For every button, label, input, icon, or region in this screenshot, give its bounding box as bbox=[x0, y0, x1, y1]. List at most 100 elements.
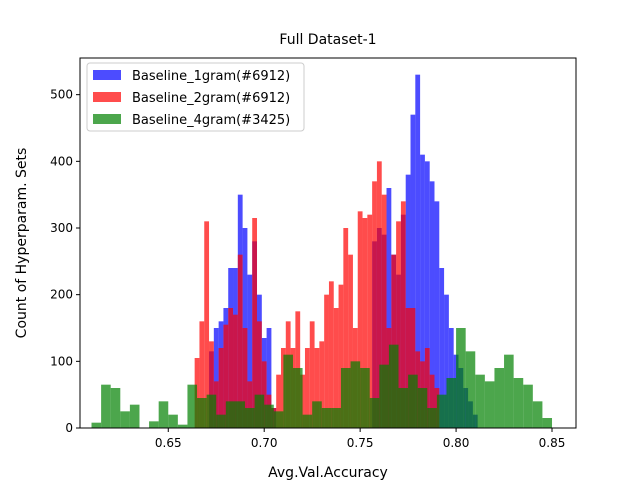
bar-baseline-2gram-6912 bbox=[429, 374, 435, 428]
bar-baseline-1gram-6912 bbox=[410, 114, 416, 429]
x-tick-label: 0.80 bbox=[443, 436, 470, 450]
bar-baseline-2gram-6912 bbox=[333, 308, 339, 428]
bar-baseline-4gram-3425 bbox=[206, 394, 217, 428]
y-tick-label: 100 bbox=[50, 354, 73, 368]
bar-baseline-2gram-6912 bbox=[367, 214, 373, 428]
bar-baseline-4gram-3425 bbox=[465, 351, 476, 428]
bar-baseline-4gram-3425 bbox=[302, 414, 313, 428]
y-tick-label: 200 bbox=[50, 288, 73, 302]
bar-baseline-2gram-6912 bbox=[223, 324, 229, 428]
bar-baseline-4gram-3425 bbox=[177, 424, 188, 428]
bar-baseline-1gram-6912 bbox=[429, 181, 435, 428]
bar-baseline-2gram-6912 bbox=[233, 314, 238, 428]
bar-baseline-4gram-3425 bbox=[225, 401, 236, 428]
bar-baseline-2gram-6912 bbox=[261, 361, 267, 428]
bar-baseline-4gram-3425 bbox=[110, 388, 121, 428]
bar-baseline-4gram-3425 bbox=[350, 361, 361, 428]
bar-baseline-4gram-3425 bbox=[408, 374, 418, 428]
bar-baseline-4gram-3425 bbox=[475, 374, 485, 428]
bar-baseline-1gram-6912 bbox=[415, 74, 421, 429]
bar-baseline-1gram-6912 bbox=[444, 294, 449, 428]
bar-baseline-4gram-3425 bbox=[91, 422, 102, 428]
bar-baseline-1gram-6912 bbox=[439, 268, 445, 428]
bar-baseline-4gram-3425 bbox=[129, 404, 140, 428]
bar-baseline-4gram-3425 bbox=[197, 398, 207, 428]
bar-baseline-2gram-6912 bbox=[376, 161, 382, 429]
y-tick-label: 500 bbox=[50, 88, 73, 102]
bar-baseline-2gram-6912 bbox=[372, 181, 377, 428]
legend-label-baseline-1gram-6912: Baseline_1gram(#6912) bbox=[132, 69, 290, 84]
bar-baseline-2gram-6912 bbox=[257, 321, 262, 428]
bar-baseline-2gram-6912 bbox=[391, 254, 397, 428]
bar-baseline-2gram-6912 bbox=[328, 281, 334, 428]
legend-swatch-baseline-1gram-6912 bbox=[93, 70, 121, 80]
bar-baseline-2gram-6912 bbox=[204, 221, 210, 428]
y-tick-label: 400 bbox=[50, 154, 73, 168]
bar-baseline-2gram-6912 bbox=[405, 308, 411, 428]
bar-baseline-2gram-6912 bbox=[396, 221, 401, 428]
bar-baseline-4gram-3425 bbox=[283, 354, 293, 428]
bar-baseline-4gram-3425 bbox=[379, 364, 389, 428]
bar-baseline-1gram-6912 bbox=[386, 188, 392, 428]
bar-baseline-4gram-3425 bbox=[360, 368, 370, 428]
bar-baseline-2gram-6912 bbox=[276, 374, 281, 428]
y-axis: 0 100 200 300 400 500 bbox=[50, 88, 80, 435]
bar-baseline-4gram-3425 bbox=[388, 344, 399, 428]
bar-baseline-1gram-6912 bbox=[213, 328, 219, 428]
bar-baseline-4gram-3425 bbox=[168, 414, 178, 428]
legend-swatch-baseline-2gram-6912 bbox=[93, 92, 121, 102]
x-axis-label: Avg.Val.Accuracy bbox=[268, 465, 388, 480]
x-tick-label: 0.85 bbox=[539, 436, 566, 450]
bar-baseline-4gram-3425 bbox=[427, 408, 437, 428]
bar-baseline-2gram-6912 bbox=[348, 254, 353, 428]
bar-baseline-4gram-3425 bbox=[264, 404, 274, 428]
bars-group bbox=[91, 74, 553, 429]
bar-baseline-2gram-6912 bbox=[304, 348, 310, 428]
bar-baseline-2gram-6912 bbox=[228, 308, 234, 428]
bar-baseline-2gram-6912 bbox=[242, 328, 248, 428]
legend-label-baseline-4gram-3425: Baseline_4gram(#3425) bbox=[132, 113, 290, 128]
legend: Baseline_1gram(#6912) Baseline_2gram(#691… bbox=[86, 62, 305, 132]
bar-baseline-2gram-6912 bbox=[218, 348, 224, 428]
y-axis-label: Count of Hyperparam. Sets bbox=[14, 148, 30, 339]
bar-baseline-2gram-6912 bbox=[400, 201, 406, 428]
bar-baseline-2gram-6912 bbox=[199, 321, 205, 428]
bar-baseline-4gram-3425 bbox=[542, 418, 553, 428]
bar-baseline-2gram-6912 bbox=[381, 194, 387, 428]
bar-baseline-4gram-3425 bbox=[494, 368, 505, 428]
bar-baseline-4gram-3425 bbox=[456, 328, 466, 428]
bar-baseline-4gram-3425 bbox=[158, 401, 169, 428]
x-tick-label: 0.75 bbox=[347, 436, 374, 450]
bar-baseline-4gram-3425 bbox=[513, 378, 524, 428]
legend-box bbox=[86, 62, 305, 132]
bar-baseline-4gram-3425 bbox=[245, 408, 255, 428]
chart-title: Full Dataset-1 bbox=[279, 32, 376, 48]
bar-baseline-4gram-3425 bbox=[436, 394, 447, 428]
y-tick-label: 300 bbox=[50, 221, 73, 235]
bar-baseline-4gram-3425 bbox=[369, 398, 380, 428]
bar-baseline-1gram-6912 bbox=[405, 174, 411, 428]
bar-baseline-2gram-6912 bbox=[357, 211, 363, 428]
x-tick-label: 0.65 bbox=[155, 436, 182, 450]
bar-baseline-4gram-3425 bbox=[484, 381, 495, 428]
series-baseline-4gram-3425 bbox=[91, 328, 553, 428]
bar-baseline-1gram-6912 bbox=[424, 161, 430, 429]
bar-baseline-4gram-3425 bbox=[340, 368, 351, 428]
bar-baseline-2gram-6912 bbox=[324, 294, 329, 428]
bar-baseline-2gram-6912 bbox=[410, 308, 416, 428]
bar-baseline-4gram-3425 bbox=[149, 421, 159, 428]
bar-baseline-4gram-3425 bbox=[446, 378, 457, 428]
bar-baseline-4gram-3425 bbox=[216, 414, 226, 428]
bar-baseline-1gram-6912 bbox=[266, 328, 272, 428]
bar-baseline-2gram-6912 bbox=[362, 218, 368, 428]
bar-baseline-4gram-3425 bbox=[331, 408, 341, 428]
bar-baseline-4gram-3425 bbox=[101, 384, 111, 428]
plot-frame bbox=[79, 57, 577, 429]
bar-baseline-4gram-3425 bbox=[292, 368, 303, 428]
bar-baseline-2gram-6912 bbox=[319, 341, 325, 428]
bar-baseline-1gram-6912 bbox=[434, 201, 440, 428]
legend-label-baseline-2gram-6912: Baseline_2gram(#6912) bbox=[132, 91, 290, 106]
bar-baseline-4gram-3425 bbox=[523, 384, 533, 428]
bar-baseline-2gram-6912 bbox=[252, 218, 258, 428]
